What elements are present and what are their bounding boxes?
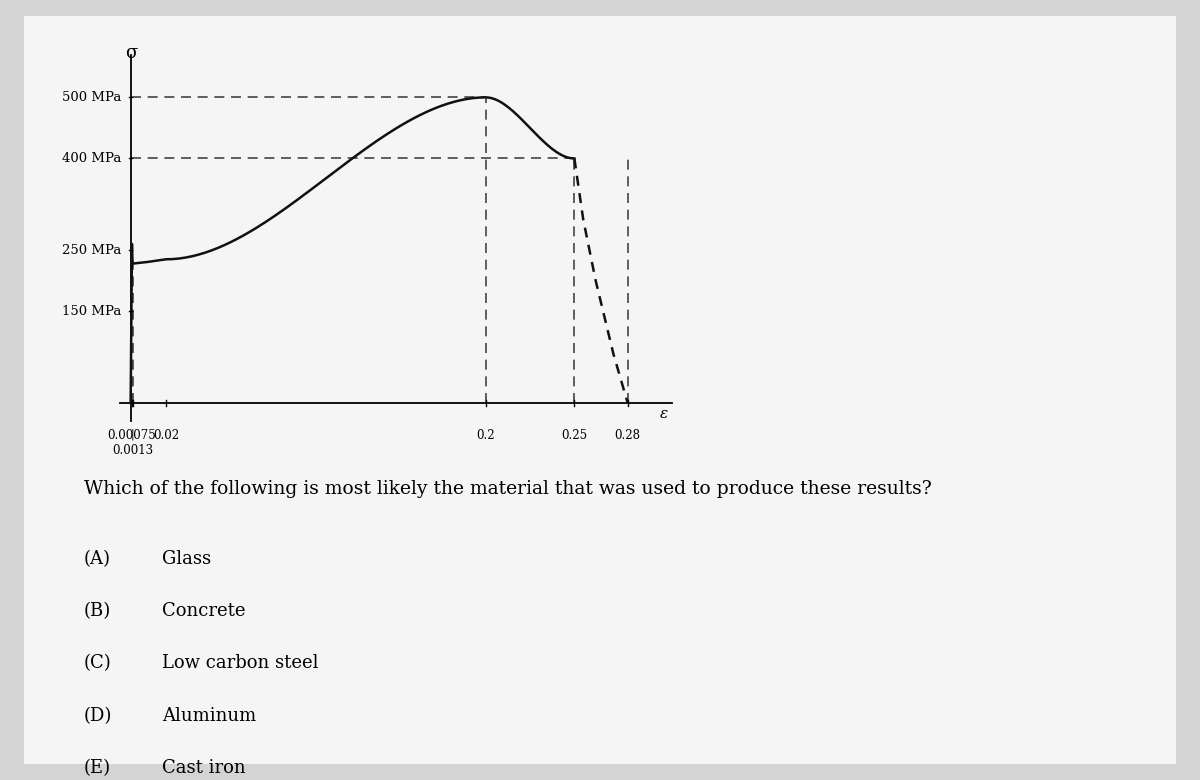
Text: (A): (A) [84,550,112,568]
Text: ε: ε [660,407,667,421]
Text: Aluminum: Aluminum [162,707,257,725]
Text: Low carbon steel: Low carbon steel [162,654,318,672]
Text: Glass: Glass [162,550,211,568]
Text: Cast iron: Cast iron [162,759,246,777]
Text: 0.25: 0.25 [562,428,588,441]
Text: (C): (C) [84,654,112,672]
Text: 0.0013: 0.0013 [113,445,154,457]
Text: 0.28: 0.28 [614,428,641,441]
Text: 250 MPa: 250 MPa [62,243,121,257]
Text: (B): (B) [84,602,112,620]
Text: (D): (D) [84,707,113,725]
Text: 400 MPa: 400 MPa [62,152,121,165]
Text: 0.00075: 0.00075 [108,428,156,441]
Text: 0.02: 0.02 [154,428,179,441]
Text: 500 MPa: 500 MPa [62,91,121,104]
Text: σ: σ [126,44,138,62]
Text: |: | [131,428,134,440]
Text: Which of the following is most likely the material that was used to produce thes: Which of the following is most likely th… [84,480,931,498]
Text: 0.2: 0.2 [476,428,494,441]
Text: 150 MPa: 150 MPa [62,305,121,317]
Text: Concrete: Concrete [162,602,246,620]
Text: (E): (E) [84,759,112,777]
